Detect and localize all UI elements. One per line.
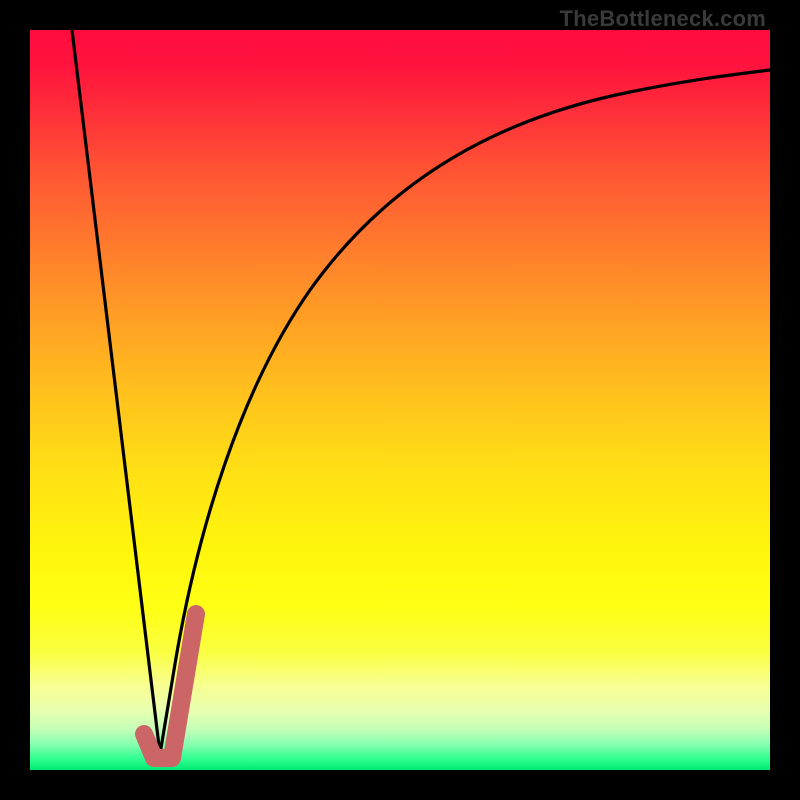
plot-area: [30, 30, 770, 770]
chart-frame: TheBottleneck.com: [0, 0, 800, 800]
curve-left-segment: [72, 30, 160, 754]
curve-right-segment: [160, 70, 770, 754]
watermark-text: TheBottleneck.com: [560, 6, 766, 32]
curve-layer: [30, 30, 770, 770]
